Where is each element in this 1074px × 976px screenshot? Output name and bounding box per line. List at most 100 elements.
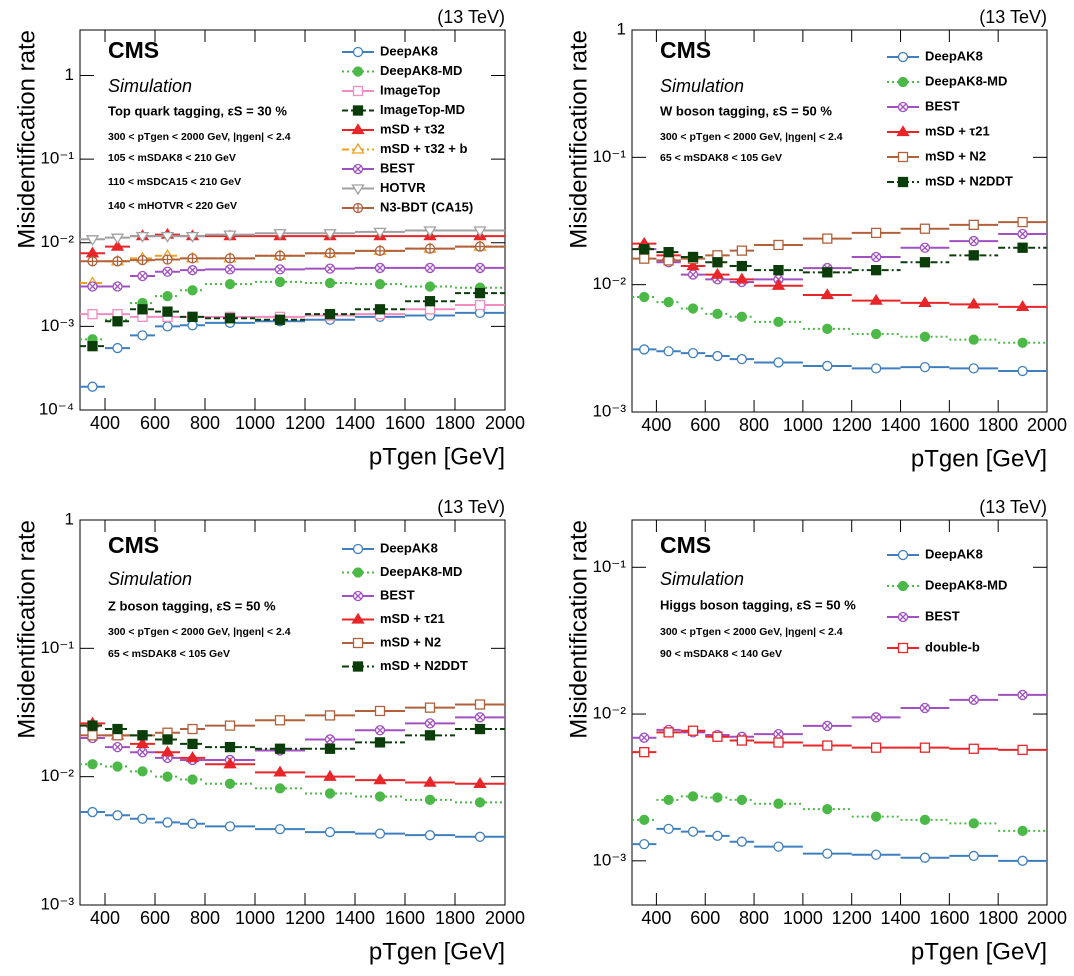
bin-mark: [105, 342, 130, 354]
series: [632, 823, 1047, 866]
marker-cross: [375, 246, 385, 256]
annotation: Simulation: [108, 76, 192, 96]
marker: [968, 743, 979, 754]
x-tick-label: 800: [739, 415, 769, 435]
bin-mark: [851, 742, 901, 753]
legend-entry: N3-BDT (CA15): [342, 199, 473, 214]
bin-mark: [998, 365, 1047, 377]
marker: [1017, 365, 1028, 377]
marker: [639, 747, 650, 758]
x-tick-label: 1200: [285, 908, 325, 928]
bin-mark: [180, 738, 205, 750]
bin-mark: [802, 720, 852, 732]
marker: [162, 817, 173, 828]
marker: [968, 334, 979, 345]
bin-mark: [729, 794, 755, 806]
marker: [897, 151, 909, 163]
marker: [712, 257, 723, 268]
bin-mark: [851, 363, 901, 374]
bin-mark: [405, 775, 455, 787]
marker: [919, 223, 931, 234]
bin-mark: [729, 260, 755, 272]
bin-mark: [305, 248, 355, 259]
marker: [324, 788, 336, 799]
legend-entry: mSD + N2DDT: [342, 658, 468, 673]
marker-cross: [921, 244, 929, 252]
marker: [224, 778, 236, 789]
marker: [474, 723, 486, 735]
legend-entry: mSD + τ32: [342, 121, 445, 136]
panel: 400 600 800 1000 1200 1400 1600 1800 2000 10⁻³ 10⁻…: [565, 497, 1067, 966]
bin-mark: [455, 241, 505, 252]
bin-mark: [180, 253, 205, 264]
y-tick-label: 10⁻¹: [592, 147, 626, 166]
bin-mark: [900, 331, 950, 342]
marker-cross: [1019, 230, 1027, 238]
legend-entry: DeepAK8-MD: [342, 564, 462, 579]
energy-label: (13 TeV): [979, 497, 1047, 517]
legend-entry: mSD + N2: [887, 148, 986, 163]
bin-mark: [180, 311, 205, 322]
annotation: CMS: [660, 532, 711, 558]
y-tick-label: 10⁻⁴: [39, 399, 74, 418]
legend-entry: DeepAK8-MD: [342, 63, 462, 78]
marker: [273, 229, 287, 240]
marker: [424, 730, 436, 741]
marker: [324, 826, 336, 838]
marker: [771, 279, 786, 290]
marker: [919, 852, 931, 863]
marker: [712, 792, 723, 803]
bin-mark: [900, 742, 950, 753]
marker: [224, 720, 236, 731]
marker: [351, 142, 365, 154]
y-axis-label: Misidentification rate: [13, 30, 40, 249]
marker: [919, 742, 931, 753]
marker: [352, 66, 364, 77]
bin-mark: [80, 235, 105, 247]
bin-mark: [455, 226, 505, 238]
bin-mark: [900, 362, 950, 373]
marker: [968, 219, 979, 230]
marker-cross: [354, 165, 362, 173]
x-tick-label: 2000: [1027, 415, 1067, 435]
marker: [773, 357, 784, 368]
bin-mark: [105, 233, 130, 245]
marker: [897, 580, 909, 592]
bin-mark: [729, 735, 755, 746]
marker: [424, 296, 436, 307]
bin-mark: [998, 855, 1047, 866]
bin-mark: [802, 360, 852, 372]
marker: [351, 184, 365, 196]
marker-cross: [326, 265, 334, 273]
bin-mark: [802, 288, 852, 300]
marker: [185, 231, 200, 243]
bin-mark: [802, 803, 852, 815]
bin-mark: [900, 257, 950, 268]
marker: [351, 123, 365, 135]
legend-entry: mSD + N2DDT: [887, 173, 1013, 188]
marker: [374, 828, 386, 839]
marker: [187, 311, 198, 322]
bin-mark: [130, 254, 155, 266]
legend-label: BEST: [925, 98, 960, 113]
marker: [1017, 216, 1028, 228]
legend-label: BEST: [380, 587, 415, 602]
legend-label: ImageTop: [380, 82, 440, 97]
bin-mark: [680, 725, 706, 736]
marker: [373, 773, 387, 785]
marker: [351, 612, 365, 624]
bin-mark: [355, 773, 405, 785]
bin-mark: [705, 308, 730, 319]
x-tick-label: 800: [190, 413, 220, 433]
bin-mark: [130, 747, 155, 758]
marker: [424, 702, 436, 713]
bin-mark: [632, 838, 657, 850]
bin-mark: [949, 694, 999, 705]
bin-mark: [680, 251, 706, 263]
bin-mark: [205, 278, 255, 290]
marker: [224, 741, 236, 753]
marker: [374, 737, 386, 748]
bin-mark: [355, 725, 405, 736]
legend-label: mSD + τ32: [380, 121, 445, 136]
bin-mark: [105, 239, 130, 251]
